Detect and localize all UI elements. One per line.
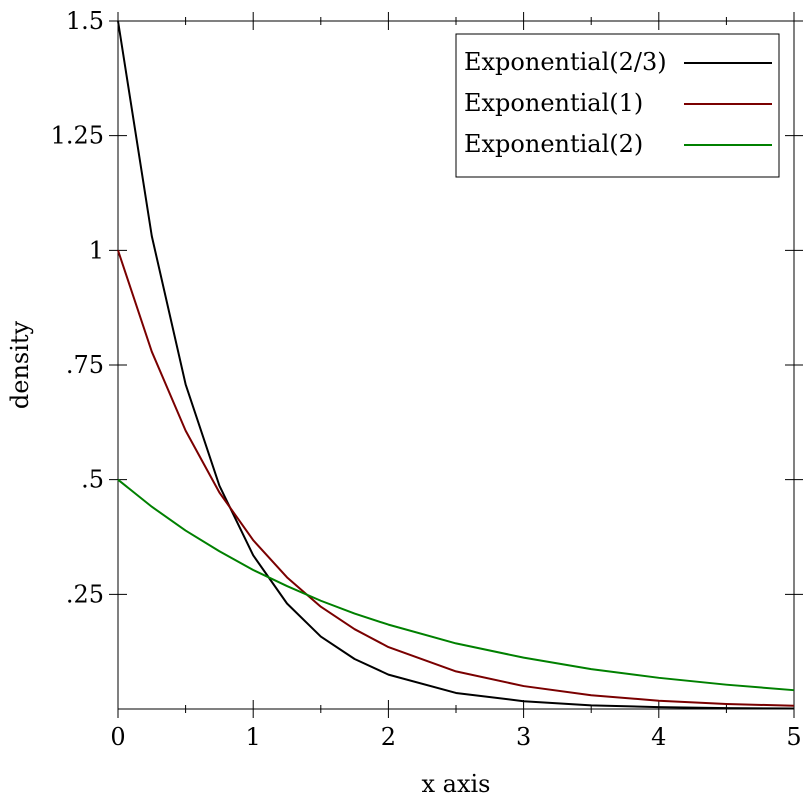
y-tick-label: 1.5 <box>66 7 104 35</box>
tick-labels: 0 1 2 3 4 5 .25 .5 .75 1 1.25 1.5 <box>51 7 802 751</box>
y-tick-label: .25 <box>66 580 104 608</box>
x-tick-label: 2 <box>381 723 396 751</box>
x-tick-label: 3 <box>516 723 531 751</box>
series-line-0 <box>117 20 795 710</box>
legend-label: Exponential(2) <box>464 130 643 158</box>
axes <box>109 12 803 718</box>
y-tick-label: .75 <box>66 351 104 379</box>
series-line-1 <box>117 250 795 707</box>
legend: Exponential(2/3) Exponential(1) Exponentia… <box>455 33 780 178</box>
series-line-2 <box>117 478 795 692</box>
x-tick-label: 1 <box>246 723 261 751</box>
x-axis-title: x axis <box>422 770 491 798</box>
y-tick-label: .5 <box>81 466 104 494</box>
x-tick-label: 0 <box>110 723 125 751</box>
y-axis-title: density <box>6 320 34 409</box>
x-tick-label: 5 <box>786 723 801 751</box>
series-lines <box>117 20 795 710</box>
y-tick-label: 1 <box>89 236 104 264</box>
legend-label: Exponential(2/3) <box>464 48 667 76</box>
legend-label: Exponential(1) <box>464 89 643 117</box>
x-tick-label: 4 <box>651 723 666 751</box>
legend-box <box>455 33 780 178</box>
y-tick-label: 1.25 <box>51 122 104 150</box>
